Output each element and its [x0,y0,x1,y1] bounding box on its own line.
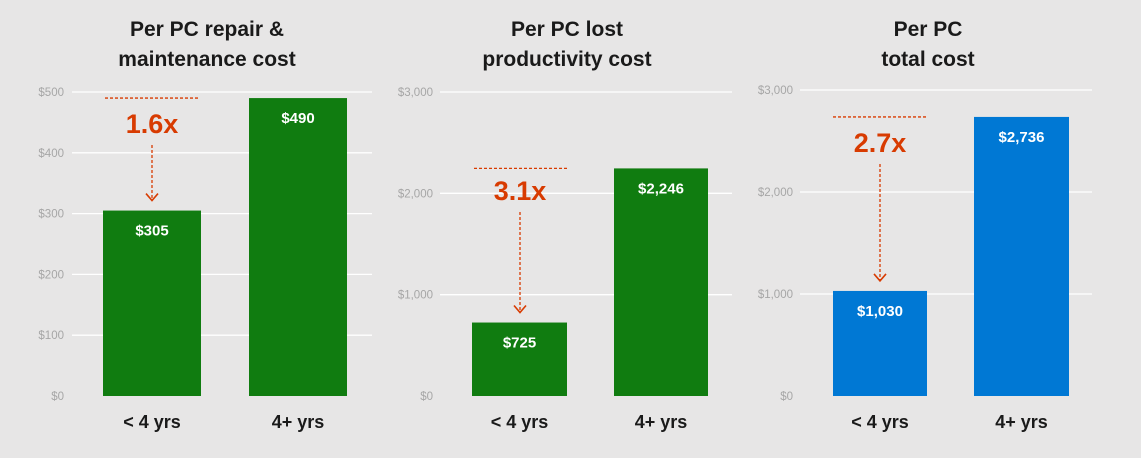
chart-title-line: productivity cost [482,48,651,71]
chart-panel-3: Per PC total cost $0 $1,000 $2,000 $3,000 $1,0… [758,18,1092,432]
bar-value-label: $1,030 [857,303,903,320]
bar-value-label: $2,736 [999,129,1045,146]
category-label: < 4 yrs [851,412,909,432]
y-tick-label: $0 [780,391,793,403]
bar [974,116,1069,396]
down-arrow-icon [513,305,527,314]
y-tick-label: $1,000 [398,290,433,302]
y-tick-label: $3,000 [398,87,433,99]
y-tick-label: $2,000 [398,188,433,200]
chart-title-line: Per PC lost [511,18,623,41]
bar-value-label: $490 [281,110,314,127]
bar [103,210,201,396]
category-label: 4+ yrs [272,412,325,432]
down-arrow-icon [873,273,887,283]
y-tick-label: $2,000 [758,187,793,199]
chart-title-line: total cost [881,48,974,71]
multiplier-label: 2.7x [854,128,907,158]
bar [833,290,927,396]
chart-panel-2: Per PC lost productivity cost $0 $1,000 $2,0… [398,18,732,432]
y-tick-label: $0 [51,391,64,403]
y-tick-label: $500 [38,87,64,99]
y-tick-label: $300 [38,209,64,221]
y-tick-label: $200 [38,269,64,281]
y-tick-label: $400 [38,148,64,160]
bar [249,98,347,396]
bar-value-label: $2,246 [638,180,684,197]
y-tick-label: $3,000 [758,85,793,97]
category-label: < 4 yrs [123,412,181,432]
chart-title-line: Per PC repair & [130,18,284,41]
bar [614,168,708,396]
category-label: < 4 yrs [491,412,549,432]
multiplier-label: 3.1x [494,176,547,206]
down-arrow-icon [145,193,159,202]
chart-title-line: maintenance cost [118,48,295,71]
category-label: 4+ yrs [635,412,688,432]
y-tick-label: $0 [420,391,433,403]
y-tick-label: $100 [38,330,64,342]
multiplier-label: 1.6x [126,109,179,139]
chart-panel-1: Per PC repair & maintenance cost $0 $100 $20… [38,18,372,432]
bar [472,322,567,396]
y-tick-label: $1,000 [758,289,793,301]
category-label: 4+ yrs [995,412,1048,432]
chart-title-line: Per PC [894,18,963,41]
bar-value-label: $725 [503,335,536,352]
bar-value-label: $305 [135,223,168,240]
